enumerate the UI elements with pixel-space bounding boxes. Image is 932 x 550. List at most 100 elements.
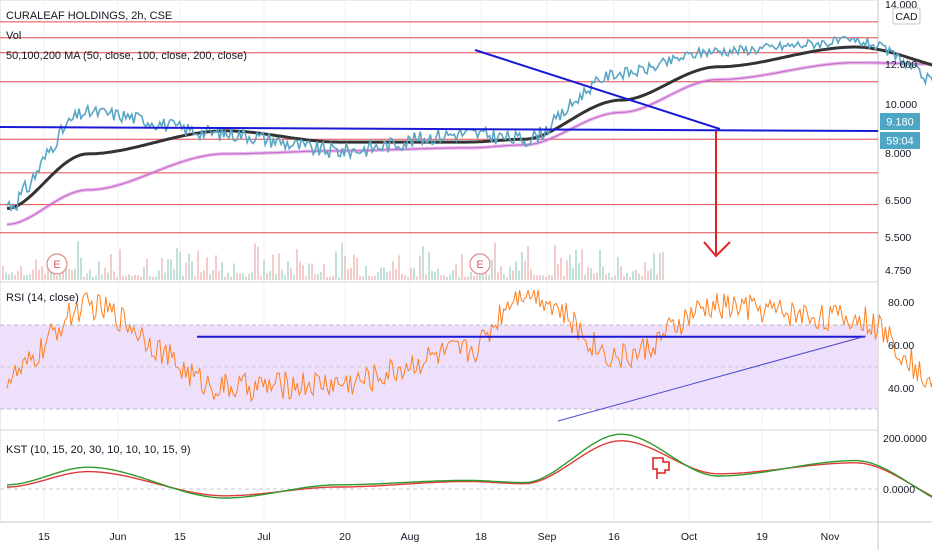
volume-bar	[557, 264, 559, 280]
volume-bar	[527, 245, 529, 280]
time-tick-label: 20	[339, 531, 351, 543]
volume-bar	[128, 274, 130, 280]
volume-bar	[422, 246, 424, 280]
volume-bar	[407, 276, 409, 280]
volume-bar	[35, 259, 37, 280]
volume-bar	[578, 263, 580, 280]
volume-bar	[362, 276, 364, 280]
volume-bar	[641, 275, 643, 280]
volume-bar	[464, 276, 466, 280]
volume-bar	[434, 271, 436, 280]
volume-bar	[161, 257, 163, 280]
volume-bar	[230, 276, 232, 280]
last-price-value: 9.180	[886, 117, 914, 129]
earnings-marker[interactable]: E	[469, 253, 491, 275]
volume-bar	[275, 273, 277, 280]
volume-bar	[95, 275, 97, 280]
hand-pointer-shape	[652, 457, 670, 479]
volume-bar	[83, 276, 85, 280]
volume-bar	[239, 273, 241, 280]
volume-bar	[506, 276, 508, 280]
price-tick-label: 12.000	[885, 59, 917, 71]
volume-bar	[461, 254, 463, 280]
volume-bar	[518, 270, 520, 280]
volume-bar	[341, 243, 343, 280]
kst-tick-label: 0.0000	[883, 484, 915, 496]
volume-bar	[104, 267, 106, 280]
volume-bar	[305, 276, 307, 280]
price-tick-label: 5.500	[885, 232, 911, 244]
volume-bar	[419, 255, 421, 280]
volume-bar	[119, 248, 121, 280]
volume-bar	[197, 250, 199, 280]
volume-bar	[608, 272, 610, 280]
time-tick-label: 18	[475, 531, 487, 543]
volume-bar	[269, 271, 271, 280]
volume-bar	[68, 269, 70, 280]
volume-bar	[368, 275, 370, 280]
volume-bar	[176, 248, 178, 280]
volume-bar	[281, 269, 283, 280]
volume-bar	[395, 268, 397, 280]
price-axis[interactable]: 14.000 12.000 10.000 8.000 6.500 5.500 4.750 80…	[883, 0, 927, 496]
volume-bar	[617, 257, 619, 280]
kst-signal-line	[7, 440, 932, 497]
volume-bar	[125, 275, 127, 280]
trend-lines	[0, 49, 879, 132]
earnings-marker[interactable]: E	[46, 253, 68, 275]
volume-bar	[581, 249, 583, 280]
volume-bar	[185, 262, 187, 280]
volume-bar	[575, 249, 577, 280]
volume-bar	[503, 273, 505, 280]
volume-bar	[11, 272, 13, 280]
volume-bar	[308, 263, 310, 280]
volume-bar	[218, 271, 220, 280]
price-tick-label: 6.500	[885, 195, 911, 207]
volume-bar	[47, 260, 49, 280]
volume-bars	[2, 241, 664, 280]
volume-bar	[476, 275, 478, 280]
volume-bar	[329, 276, 331, 280]
volume-bar	[53, 273, 55, 280]
volume-bar	[317, 274, 319, 280]
ma-label: 50,100,200 MA (50, close, 100, close, 20…	[6, 50, 247, 62]
volume-bar	[371, 276, 373, 280]
volume-bar	[530, 268, 532, 280]
volume-bar	[449, 274, 451, 280]
volume-bar	[191, 261, 193, 280]
volume-bar	[248, 273, 250, 280]
volume-bar	[86, 273, 88, 280]
volume-bar	[458, 276, 460, 280]
volume-bar	[347, 269, 349, 280]
volume-bar	[542, 275, 544, 280]
time-tick-label: Jun	[110, 531, 127, 543]
volume-bar	[521, 251, 523, 280]
volume-bar	[389, 270, 391, 280]
volume-bar	[38, 269, 40, 280]
volume-bar	[620, 266, 622, 280]
time-axis[interactable]: 15 Jun 15 Jul 20 Aug 18 Sep 16 Oct 19 Nov	[38, 531, 840, 543]
volume-bar	[227, 272, 229, 280]
rsi-rising-trendline	[557, 335, 867, 422]
volume-bar	[446, 276, 448, 280]
volume-bar	[257, 246, 259, 280]
volume-bar	[320, 272, 322, 280]
volume-bar	[44, 274, 46, 280]
volume-bar	[566, 260, 568, 280]
volume-bar	[386, 272, 388, 280]
volume-bar	[413, 268, 415, 280]
rsi-tick-label: 60.00	[888, 340, 914, 352]
volume-bar	[629, 276, 631, 280]
currency-badge[interactable]	[892, 7, 921, 25]
volume-bar	[539, 275, 541, 280]
volume-bar	[110, 254, 112, 280]
volume-bar	[224, 276, 226, 280]
volume-bar	[131, 276, 133, 280]
volume-bar	[206, 257, 208, 280]
countdown-value: 59:04	[886, 136, 914, 148]
volume-bar	[311, 263, 313, 280]
volume-bar	[50, 267, 52, 280]
volume-bar	[569, 254, 571, 280]
volume-bar	[473, 275, 475, 280]
volume-bar	[554, 244, 556, 280]
